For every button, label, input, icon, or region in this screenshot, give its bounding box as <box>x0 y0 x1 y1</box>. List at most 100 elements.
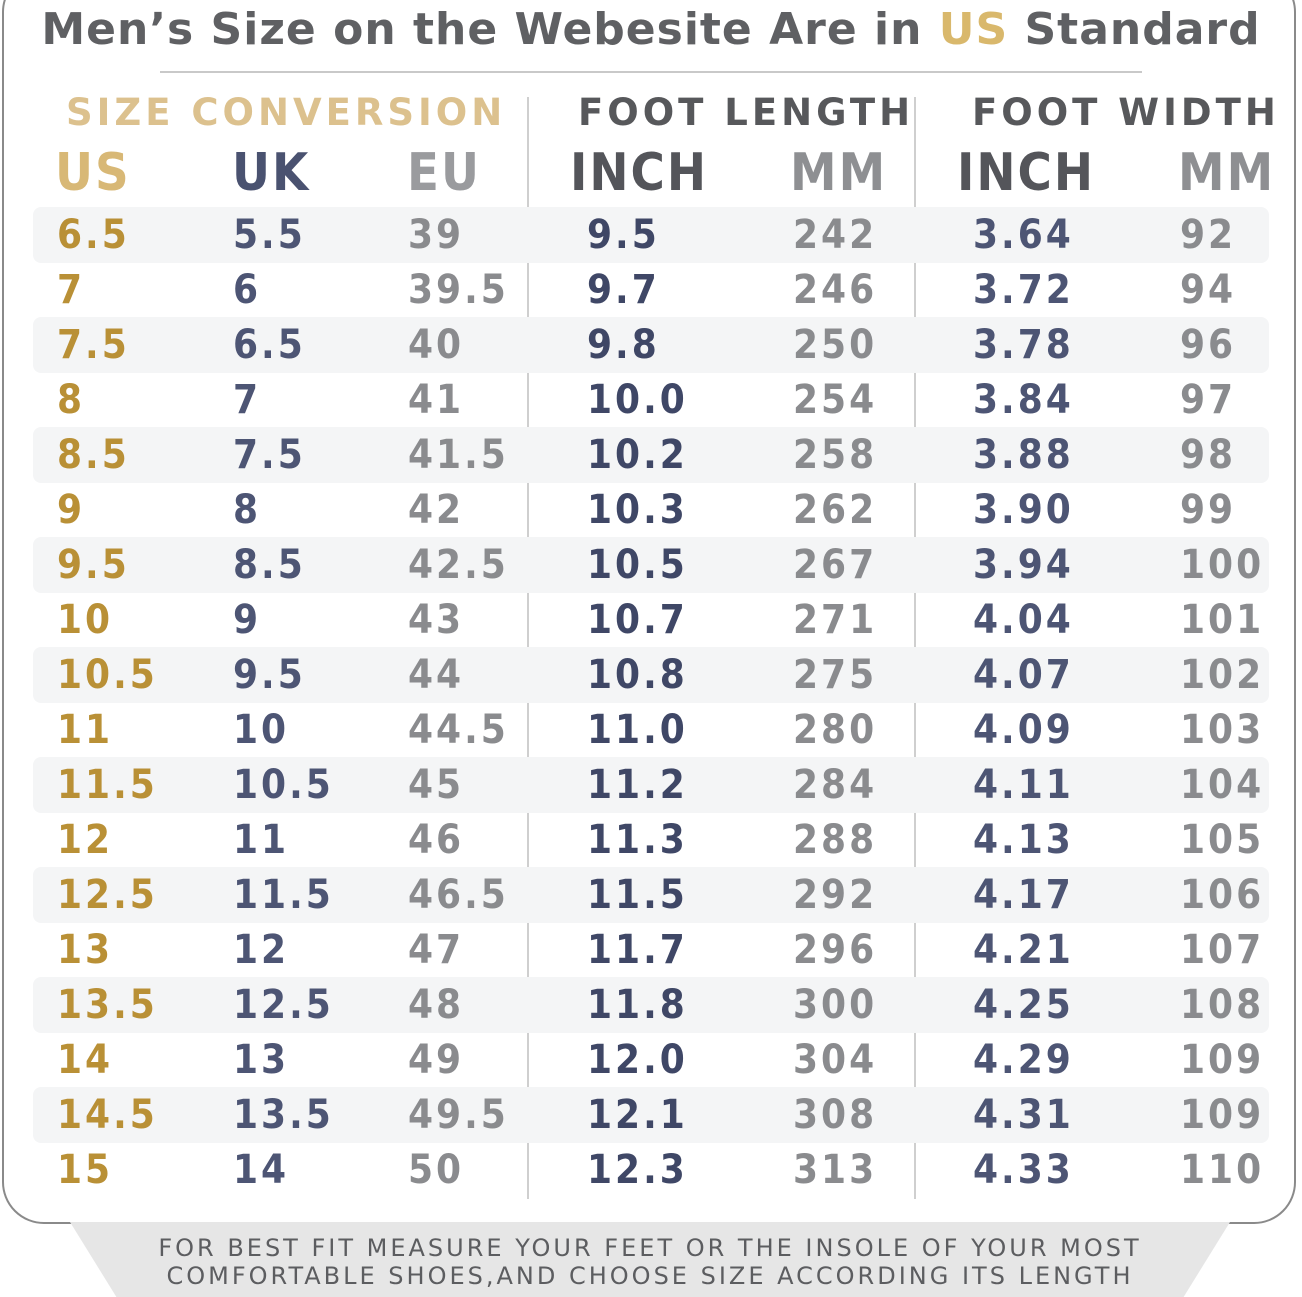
length-mm-cell: 262 <box>793 487 878 533</box>
uk-size-cell: 6 <box>233 267 262 313</box>
uk-size-cell: 10.5 <box>233 762 334 808</box>
us-size-cell: 12.5 <box>57 872 158 918</box>
footer-note: FOR BEST FIT MEASURE YOUR FEET OR THE IN… <box>70 1222 1230 1297</box>
width-inch-cell: 4.09 <box>973 707 1074 753</box>
title-highlight: US <box>938 4 1009 55</box>
eu-size-cell: 42 <box>408 487 465 533</box>
width-mm-cell: 102 <box>1180 652 1265 698</box>
row-band <box>33 977 1269 1033</box>
length-inch-cell: 12.1 <box>587 1092 688 1138</box>
length-mm-cell: 284 <box>793 762 878 808</box>
length-inch-cell: 10.0 <box>587 377 688 423</box>
footer-line-2: COMFORTABLE SHOES,AND CHOOSE SIZE ACCORD… <box>166 1262 1134 1290</box>
length-inch-cell: 10.2 <box>587 432 688 478</box>
width-mm-cell: 94 <box>1180 267 1237 313</box>
length-mm-cell: 280 <box>793 707 878 753</box>
eu-size-cell: 48 <box>408 982 465 1028</box>
uk-size-cell: 13 <box>233 1037 290 1083</box>
group-foot-width: FOOT WIDTH <box>972 91 1280 134</box>
us-size-cell: 7.5 <box>57 322 130 368</box>
length-inch-cell: 12.0 <box>587 1037 688 1083</box>
eu-size-cell: 50 <box>408 1147 465 1193</box>
uk-size-cell: 11 <box>233 817 290 863</box>
uk-size-cell: 12 <box>233 927 290 973</box>
length-inch-cell: 10.8 <box>587 652 688 698</box>
uk-size-cell: 8 <box>233 487 262 533</box>
length-mm-cell: 242 <box>793 212 878 258</box>
row-band <box>33 317 1269 373</box>
length-mm-cell: 300 <box>793 982 878 1028</box>
row-band <box>33 867 1269 923</box>
length-mm-cell: 275 <box>793 652 878 698</box>
width-inch-cell: 3.90 <box>973 487 1074 533</box>
width-inch-cell: 4.31 <box>973 1092 1074 1138</box>
length-inch-cell: 11.7 <box>587 927 688 973</box>
group-foot-length: FOOT LENGTH <box>578 91 915 134</box>
width-inch-cell: 4.25 <box>973 982 1074 1028</box>
row-band <box>33 207 1269 263</box>
width-inch-cell: 4.17 <box>973 872 1074 918</box>
row-band <box>33 757 1269 813</box>
length-inch-cell: 10.3 <box>587 487 688 533</box>
eu-size-cell: 41.5 <box>408 432 509 478</box>
length-inch-cell: 9.5 <box>587 212 660 258</box>
uk-size-cell: 6.5 <box>233 322 306 368</box>
width-inch-cell: 4.33 <box>973 1147 1074 1193</box>
us-size-cell: 10.5 <box>57 652 158 698</box>
length-mm-cell: 288 <box>793 817 878 863</box>
length-inch-cell: 11.0 <box>587 707 688 753</box>
eu-size-cell: 49.5 <box>408 1092 509 1138</box>
width-inch-cell: 3.88 <box>973 432 1074 478</box>
width-inch-cell: 3.64 <box>973 212 1074 258</box>
row-band <box>33 427 1269 483</box>
header-eu: EU <box>407 143 481 203</box>
length-mm-cell: 292 <box>793 872 878 918</box>
length-inch-cell: 11.2 <box>587 762 688 808</box>
us-size-cell: 15 <box>57 1147 114 1193</box>
us-size-cell: 13.5 <box>57 982 158 1028</box>
width-mm-cell: 105 <box>1180 817 1265 863</box>
width-mm-cell: 96 <box>1180 322 1237 368</box>
uk-size-cell: 5.5 <box>233 212 306 258</box>
width-inch-cell: 4.07 <box>973 652 1074 698</box>
title-pre: Men’s Size on the Webesite Are in <box>41 4 939 55</box>
us-size-cell: 7 <box>57 267 86 313</box>
eu-size-cell: 39 <box>408 212 465 258</box>
eu-size-cell: 44 <box>408 652 465 698</box>
eu-size-cell: 46 <box>408 817 465 863</box>
us-size-cell: 13 <box>57 927 114 973</box>
eu-size-cell: 47 <box>408 927 465 973</box>
length-mm-cell: 254 <box>793 377 878 423</box>
us-size-cell: 14.5 <box>57 1092 158 1138</box>
length-mm-cell: 271 <box>793 597 878 643</box>
uk-size-cell: 9 <box>233 597 262 643</box>
uk-size-cell: 8.5 <box>233 542 306 588</box>
us-size-cell: 12 <box>57 817 114 863</box>
length-mm-cell: 250 <box>793 322 878 368</box>
header-us: US <box>55 143 131 203</box>
width-inch-cell: 4.11 <box>973 762 1074 808</box>
us-size-cell: 8 <box>57 377 86 423</box>
width-mm-cell: 98 <box>1180 432 1237 478</box>
width-inch-cell: 4.29 <box>973 1037 1074 1083</box>
eu-size-cell: 45 <box>408 762 465 808</box>
page-title: Men’s Size on the Webesite Are in US Sta… <box>0 4 1302 55</box>
us-size-cell: 11.5 <box>57 762 158 808</box>
header-width-mm: MM <box>1178 143 1276 203</box>
header-width-inch: INCH <box>957 143 1096 203</box>
uk-size-cell: 13.5 <box>233 1092 334 1138</box>
uk-size-cell: 7.5 <box>233 432 306 478</box>
header-length-inch: INCH <box>570 143 709 203</box>
length-mm-cell: 296 <box>793 927 878 973</box>
row-band <box>33 537 1269 593</box>
width-mm-cell: 92 <box>1180 212 1237 258</box>
us-size-cell: 8.5 <box>57 432 130 478</box>
eu-size-cell: 49 <box>408 1037 465 1083</box>
width-inch-cell: 4.04 <box>973 597 1074 643</box>
width-mm-cell: 109 <box>1180 1092 1265 1138</box>
length-inch-cell: 11.8 <box>587 982 688 1028</box>
us-size-cell: 11 <box>57 707 114 753</box>
width-mm-cell: 104 <box>1180 762 1265 808</box>
length-inch-cell: 9.8 <box>587 322 660 368</box>
width-mm-cell: 97 <box>1180 377 1237 423</box>
